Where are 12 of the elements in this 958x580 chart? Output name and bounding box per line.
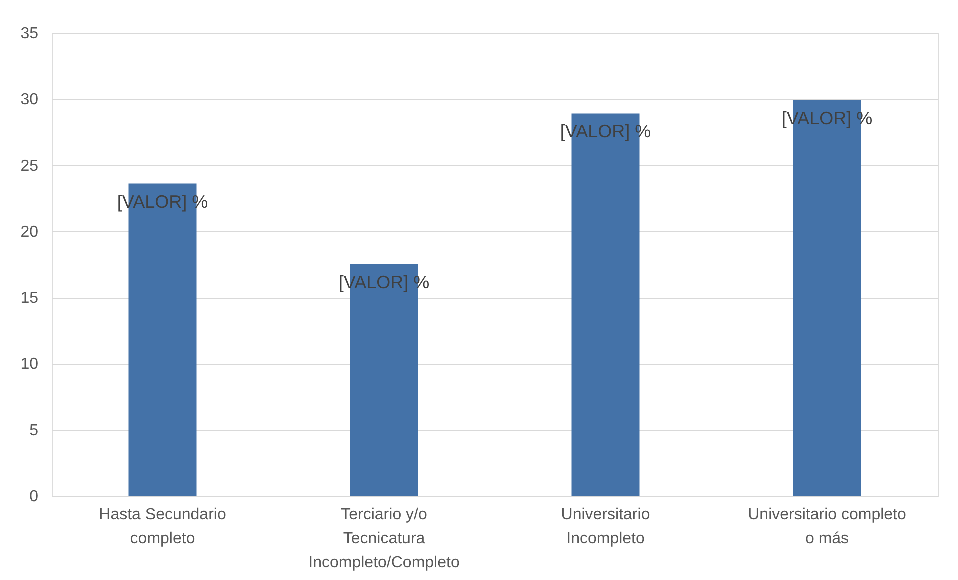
y-tick-label: 20 [20,224,39,241]
y-tick-label: 5 [30,422,39,440]
y-tick-label: 35 [20,26,39,42]
x-tick-label: Universitario completo o más [748,506,906,548]
y-tick-label: 30 [20,92,39,109]
x-tick-label: Terciario y/o Tecnicatura Incompleto/Completo [308,506,460,572]
y-tick-label: 10 [20,356,39,374]
y-tick-label: 15 [20,290,39,308]
x-tick-label: Hasta Secundario completo [99,506,226,548]
y-tick-label: 0 [30,488,39,506]
x-tick-label: Universitario Incompleto [561,506,650,548]
y-tick-label: 25 [20,158,39,175]
